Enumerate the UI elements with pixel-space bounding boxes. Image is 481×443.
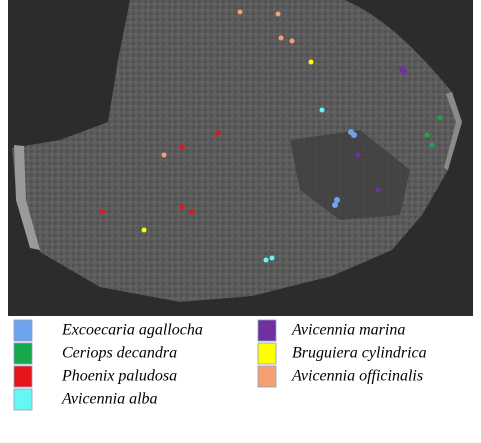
legend-swatch [14, 389, 32, 410]
legend-label: Excoecaria agallocha [61, 322, 203, 339]
sample-point [401, 69, 407, 75]
sample-point [320, 108, 325, 113]
sample-point [279, 36, 284, 41]
legend-swatch [14, 320, 32, 341]
sample-point [309, 60, 314, 65]
sample-point [100, 210, 105, 215]
sample-point [430, 143, 435, 148]
figure: Excoecaria agallocha Ceriops decandra Phoe… [0, 0, 481, 443]
legend: Excoecaria agallocha Ceriops decandra Phoe… [14, 320, 427, 410]
legend-swatch [258, 366, 276, 387]
sample-point [216, 131, 221, 136]
legend-swatch [258, 320, 276, 341]
sample-point [190, 210, 195, 215]
sample-point [438, 116, 443, 121]
sample-point [332, 202, 338, 208]
legend-label: Avicennia alba [61, 391, 158, 408]
sample-point [425, 133, 430, 138]
sample-point [290, 39, 295, 44]
sample-point [180, 145, 185, 150]
legend-label: Bruguiera cylindrica [292, 345, 427, 362]
legend-label: Avicennia marina [291, 322, 405, 339]
legend-swatch [14, 343, 32, 364]
legend-swatch [258, 343, 276, 364]
sample-point [238, 10, 243, 15]
satellite-image [8, 0, 473, 316]
legend-label: Avicennia officinalis [291, 368, 423, 385]
legend-label: Ceriops decandra [62, 345, 177, 362]
sample-point [376, 188, 381, 193]
sample-point [351, 132, 357, 138]
sample-point [264, 258, 269, 263]
sample-point [276, 12, 281, 17]
sample-point [270, 256, 275, 261]
sample-point [162, 153, 167, 158]
legend-label: Phoenix paludosa [61, 368, 177, 385]
sample-point [142, 228, 147, 233]
sample-point [180, 205, 185, 210]
sample-point [356, 153, 361, 158]
page: Excoecaria agallocha Ceriops decandra Phoe… [0, 0, 481, 443]
legend-swatch [14, 366, 32, 387]
